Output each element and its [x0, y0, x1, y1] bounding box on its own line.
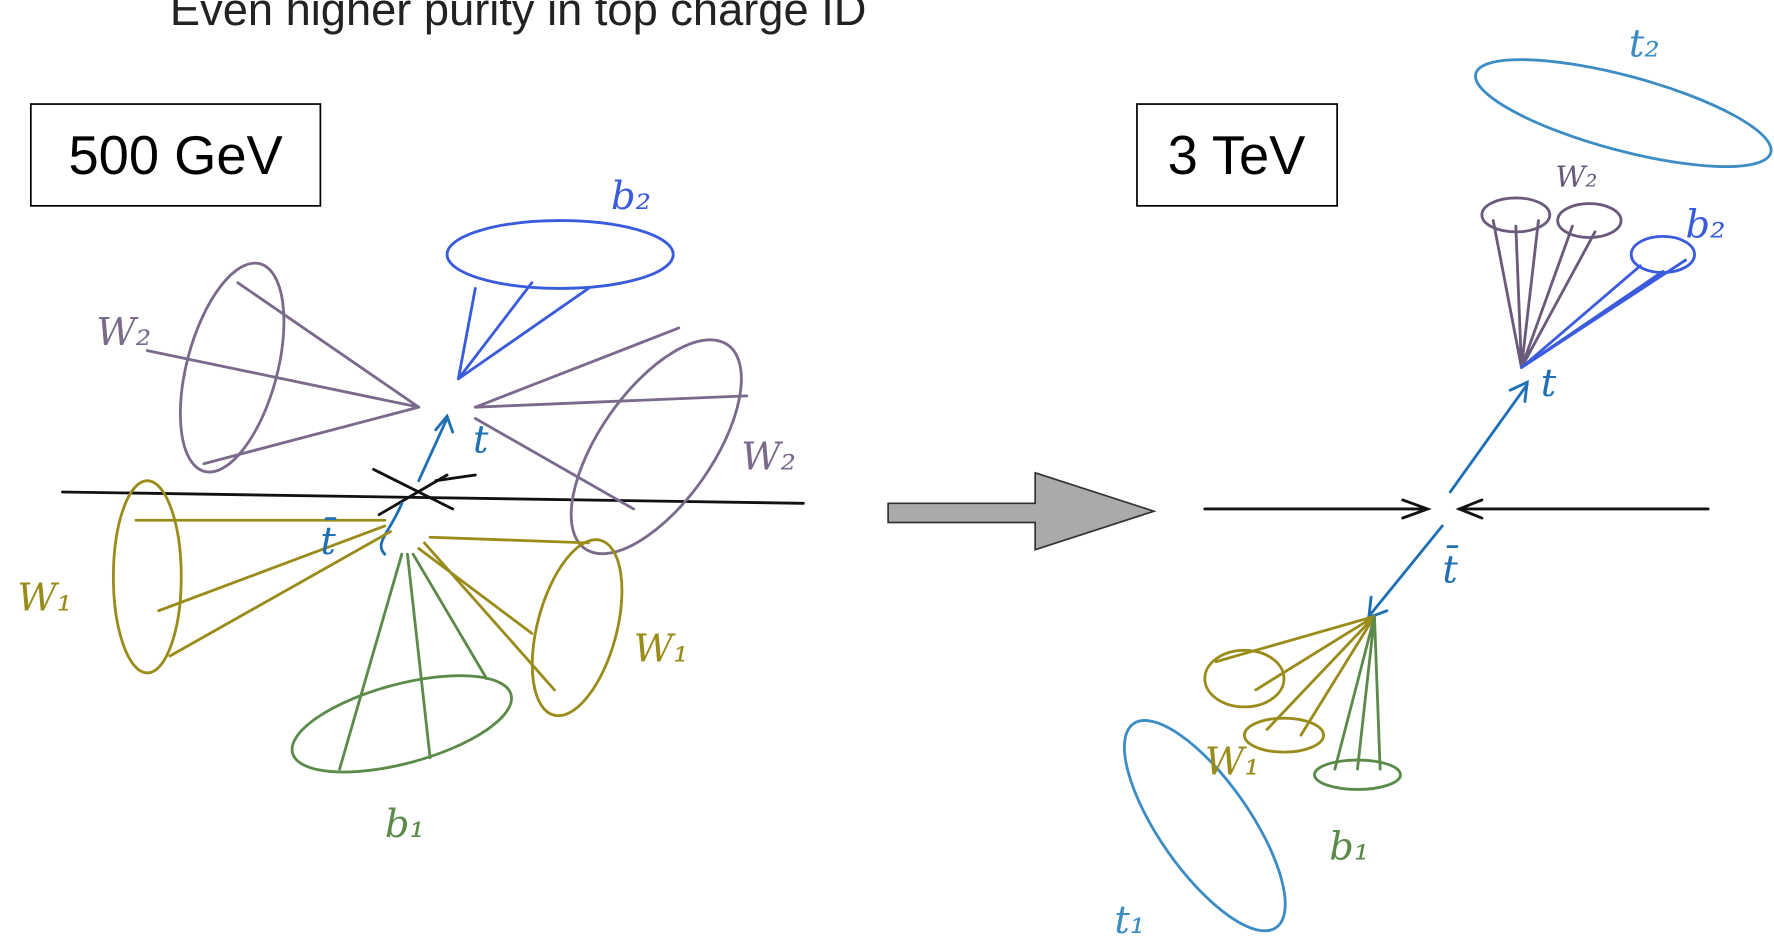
labels-500gev: b₂ W₂ W₂ W₁ W₁ b₁ t t̄: [17, 174, 796, 847]
particle-label: b₁: [385, 802, 425, 847]
energy-label: 3 TeV: [1168, 125, 1306, 186]
particle-label: t: [1541, 361, 1557, 406]
particle-label: W₂: [741, 434, 796, 479]
particle-label: W₂: [1555, 160, 1597, 194]
particle-label: t₁: [1114, 898, 1145, 941]
sketch-500gev: [62, 221, 803, 792]
transition-arrow: [888, 473, 1154, 550]
particle-label: b₂: [1685, 203, 1725, 248]
particle-label: W₁: [17, 576, 72, 621]
particle-label: W₁: [1205, 740, 1260, 785]
particle-label: W₁: [634, 627, 689, 672]
particle-label: b₂: [611, 174, 651, 219]
slide-title: Even higher purity in top charge ID: [170, 0, 866, 35]
particle-label: W₂: [96, 310, 151, 355]
particle-label: t̄: [1442, 544, 1459, 592]
page: {"title": "Even higher purity in top cha…: [0, 0, 1774, 941]
particle-label: t̄: [320, 516, 337, 564]
slide: Even higher purity in top charge ID 500 …: [0, 0, 1774, 941]
particle-label: b₁: [1329, 825, 1369, 870]
energy-label: 500 GeV: [68, 125, 282, 186]
particle-label: t₂: [1629, 22, 1660, 67]
particle-label: t: [473, 417, 489, 462]
